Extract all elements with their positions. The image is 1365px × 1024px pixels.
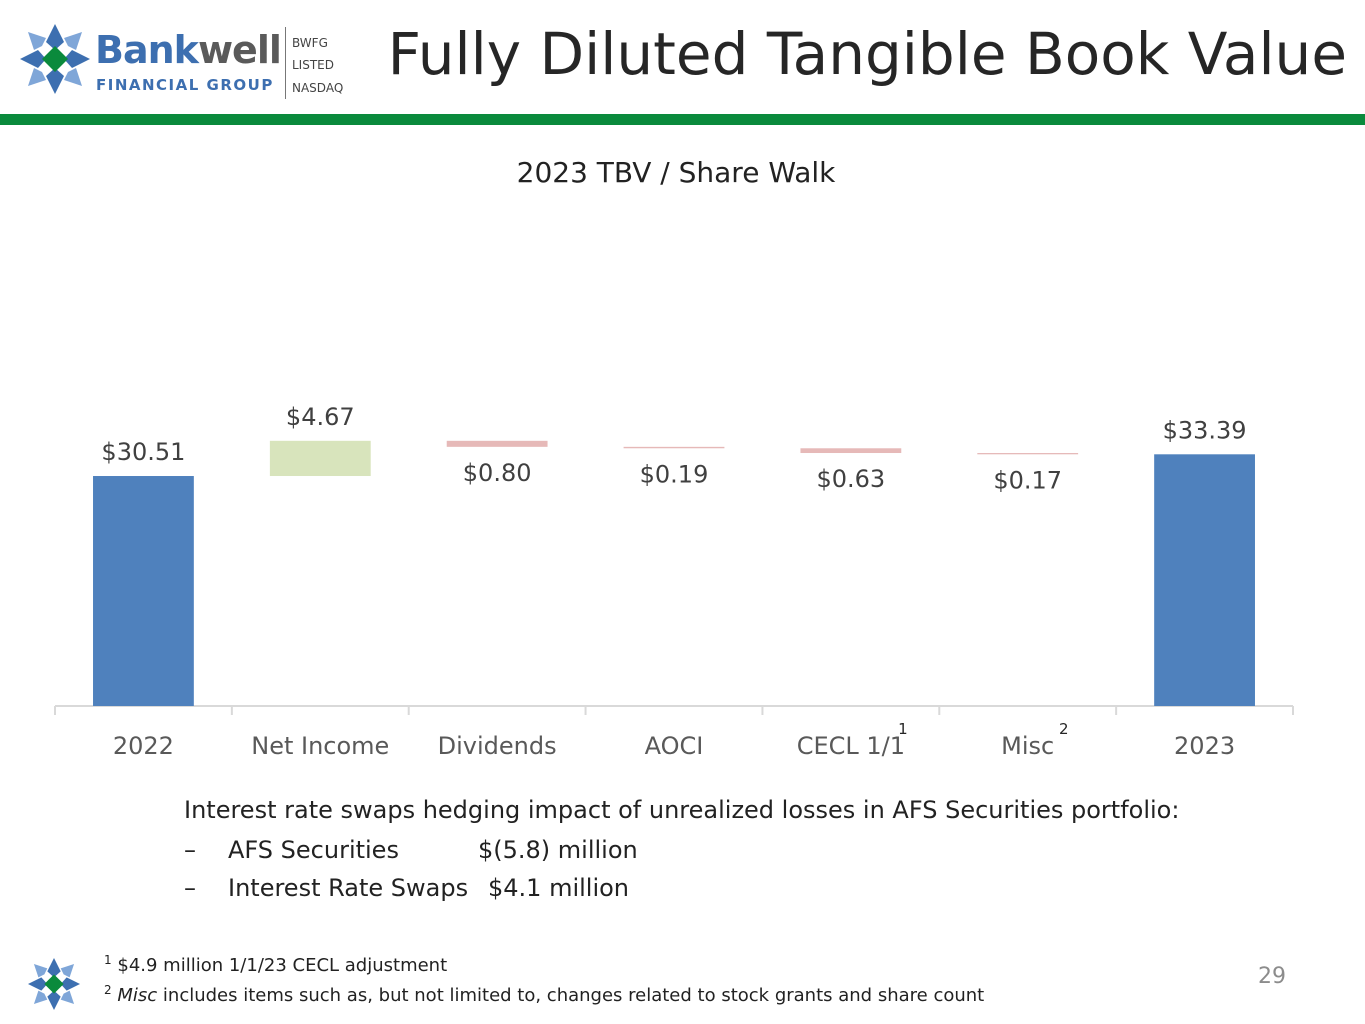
notes-intro: Interest rate swaps hedging impact of un… [184, 796, 1180, 824]
chart-title: 2023 TBV / Share Walk [516, 156, 836, 189]
bar-cecl-1-1 [800, 448, 902, 454]
page-title: Fully Diluted Tangible Book Value [387, 20, 1347, 88]
category-label: 2022 [113, 732, 174, 760]
bankwell-logo: Bankwell FINANCIAL GROUP BWFG LISTED NAS… [20, 22, 350, 100]
bar-2023 [1154, 454, 1255, 706]
logo-divider [285, 27, 286, 99]
data-label: $0.80 [463, 459, 532, 487]
notes-item: – AFS Securities $(5.8) million [184, 836, 1179, 864]
footnotes: 1 $4.9 million 1/1/23 CECL adjustment 2 … [104, 948, 984, 1008]
category-superscript: 1 [898, 720, 908, 738]
category-superscript: 2 [1059, 720, 1069, 738]
category-label: Dividends [438, 732, 557, 760]
logo-wordmark: Bankwell [95, 28, 282, 72]
data-label: $0.19 [640, 460, 709, 488]
data-label: $4.67 [286, 403, 355, 431]
category-label: CECL 1/1 [797, 732, 905, 760]
data-label: $0.17 [993, 466, 1062, 494]
category-label: 2023 [1174, 732, 1235, 760]
bar-dividends [446, 440, 548, 447]
ticker-symbol: BWFG [292, 36, 328, 50]
footnote-2: 2 Misc includes items such as, but not l… [104, 983, 985, 1006]
ticker-listed: LISTED [292, 58, 334, 72]
notes-item-label: AFS Securities [228, 836, 399, 864]
footer-logo-icon [28, 958, 80, 1010]
category-label: Misc [1001, 732, 1054, 760]
footnote-1: 1 $4.9 million 1/1/23 CECL adjustment [104, 953, 448, 976]
bankwell-star-icon [20, 24, 90, 94]
data-label: $30.51 [101, 438, 185, 466]
bar-aoci [623, 446, 725, 449]
bar-net-income [269, 440, 371, 477]
ticker-exchange: NASDAQ [292, 81, 344, 95]
notes-dash: – [184, 836, 196, 864]
category-label: AOCI [645, 732, 704, 760]
notes-item-value: $4.1 million [488, 874, 630, 902]
bar-2022 [93, 476, 194, 706]
data-label: $33.39 [1163, 416, 1247, 444]
notes-item-label: Interest Rate Swaps [228, 874, 469, 902]
notes-dash: – [184, 874, 196, 902]
logo-subtitle: FINANCIAL GROUP [96, 76, 274, 94]
bar-misc [977, 453, 1079, 455]
page-number: 29 [1258, 964, 1286, 989]
category-label: Net Income [251, 732, 389, 760]
data-label: $0.63 [816, 465, 885, 493]
waterfall-chart: $30.51 2022 $4.67 Net Income $0.80 Dividends $… [54, 403, 1294, 760]
header-rule [0, 114, 1365, 125]
notes-item-value: $(5.8) million [478, 836, 638, 864]
swap-notes: Interest rate swaps hedging impact of un… [184, 796, 1179, 912]
notes-item: – Interest Rate Swaps $4.1 million [184, 874, 1179, 902]
